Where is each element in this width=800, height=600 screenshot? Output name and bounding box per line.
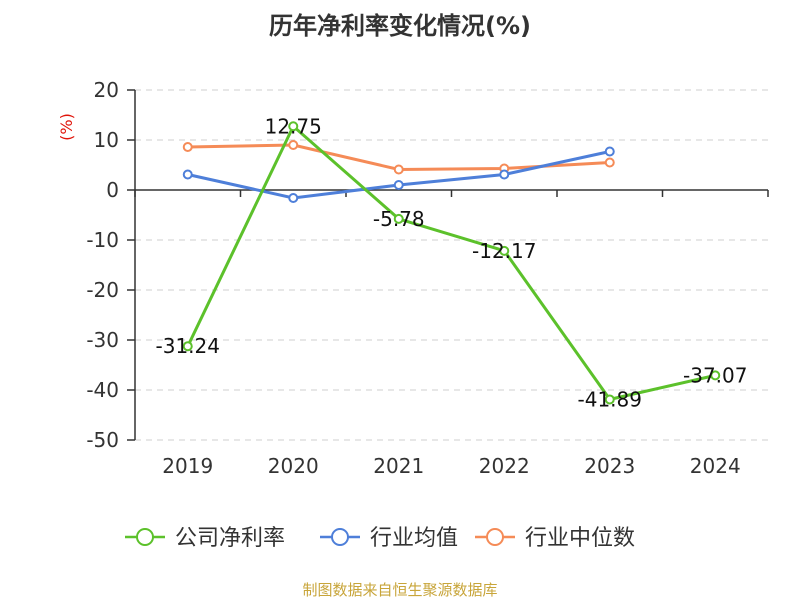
x-tick-label: 2023 bbox=[584, 454, 635, 478]
series-point bbox=[182, 142, 193, 152]
series-point bbox=[499, 245, 510, 256]
data-label: 12.75 bbox=[265, 114, 322, 138]
x-tick-label: 2022 bbox=[479, 454, 530, 478]
series-point bbox=[288, 140, 299, 150]
x-tick-label: 2019 bbox=[162, 454, 213, 478]
y-tick-label: 20 bbox=[94, 78, 119, 102]
series-point bbox=[288, 193, 299, 203]
x-tick-label: 2021 bbox=[373, 454, 424, 478]
series-point bbox=[604, 146, 615, 157]
series-point bbox=[604, 394, 615, 405]
series-lines bbox=[182, 121, 721, 405]
y-tick-label: 10 bbox=[94, 128, 119, 152]
data-labels: -31.24 12.75 -5.78 -12.17 -41.89 -37.07 bbox=[156, 114, 748, 411]
series-point bbox=[604, 157, 615, 168]
legend-swatch-marker bbox=[486, 528, 504, 546]
x-tick-label: 2020 bbox=[268, 454, 319, 478]
source-note: 制图数据来自恒生聚源数据库 bbox=[302, 581, 497, 599]
y-tick-label: -10 bbox=[86, 228, 119, 252]
legend-label: 公司净利率 bbox=[175, 526, 285, 551]
series-point bbox=[182, 341, 193, 352]
x-tick-label: 2024 bbox=[690, 454, 741, 478]
legend-swatch-marker bbox=[331, 528, 349, 546]
series-point bbox=[393, 164, 404, 175]
series-line bbox=[186, 123, 716, 402]
legend[interactable]: 公司净利率 行业均值 行业中位数 bbox=[125, 526, 635, 551]
series-point bbox=[393, 180, 404, 190]
series-point bbox=[182, 169, 193, 180]
data-label: -31.24 bbox=[156, 334, 220, 358]
data-label: -5.78 bbox=[373, 207, 425, 231]
chart-title: 历年净利率变化情况(%) bbox=[269, 12, 531, 40]
axes: 20 10 0 -10 -20 -30 -40 -50 2019 2020 2021 2022 2023… bbox=[86, 78, 769, 478]
data-label: -41.89 bbox=[578, 387, 642, 411]
legend-label: 行业均值 bbox=[370, 526, 458, 551]
series-point bbox=[710, 370, 721, 381]
series-point bbox=[499, 169, 510, 180]
legend-item[interactable]: 行业中位数 bbox=[475, 526, 635, 551]
legend-item[interactable]: 行业均值 bbox=[320, 526, 458, 551]
y-tick-label: -30 bbox=[86, 328, 119, 352]
series-point bbox=[288, 121, 299, 132]
y-tick-label: -40 bbox=[86, 378, 119, 402]
series-point bbox=[393, 213, 404, 224]
y-axis-label: (%) bbox=[57, 113, 76, 141]
grid-lines bbox=[135, 89, 768, 441]
data-label: -37.07 bbox=[683, 363, 747, 387]
legend-item[interactable]: 公司净利率 bbox=[125, 526, 285, 551]
y-tick-label: -20 bbox=[86, 278, 119, 302]
data-label: -12.17 bbox=[472, 239, 536, 263]
series-line bbox=[187, 150, 611, 200]
y-tick-label: -50 bbox=[86, 428, 119, 452]
legend-swatch-marker bbox=[136, 528, 154, 546]
legend-label: 行业中位数 bbox=[525, 526, 635, 551]
y-tick-label: 0 bbox=[106, 178, 119, 202]
